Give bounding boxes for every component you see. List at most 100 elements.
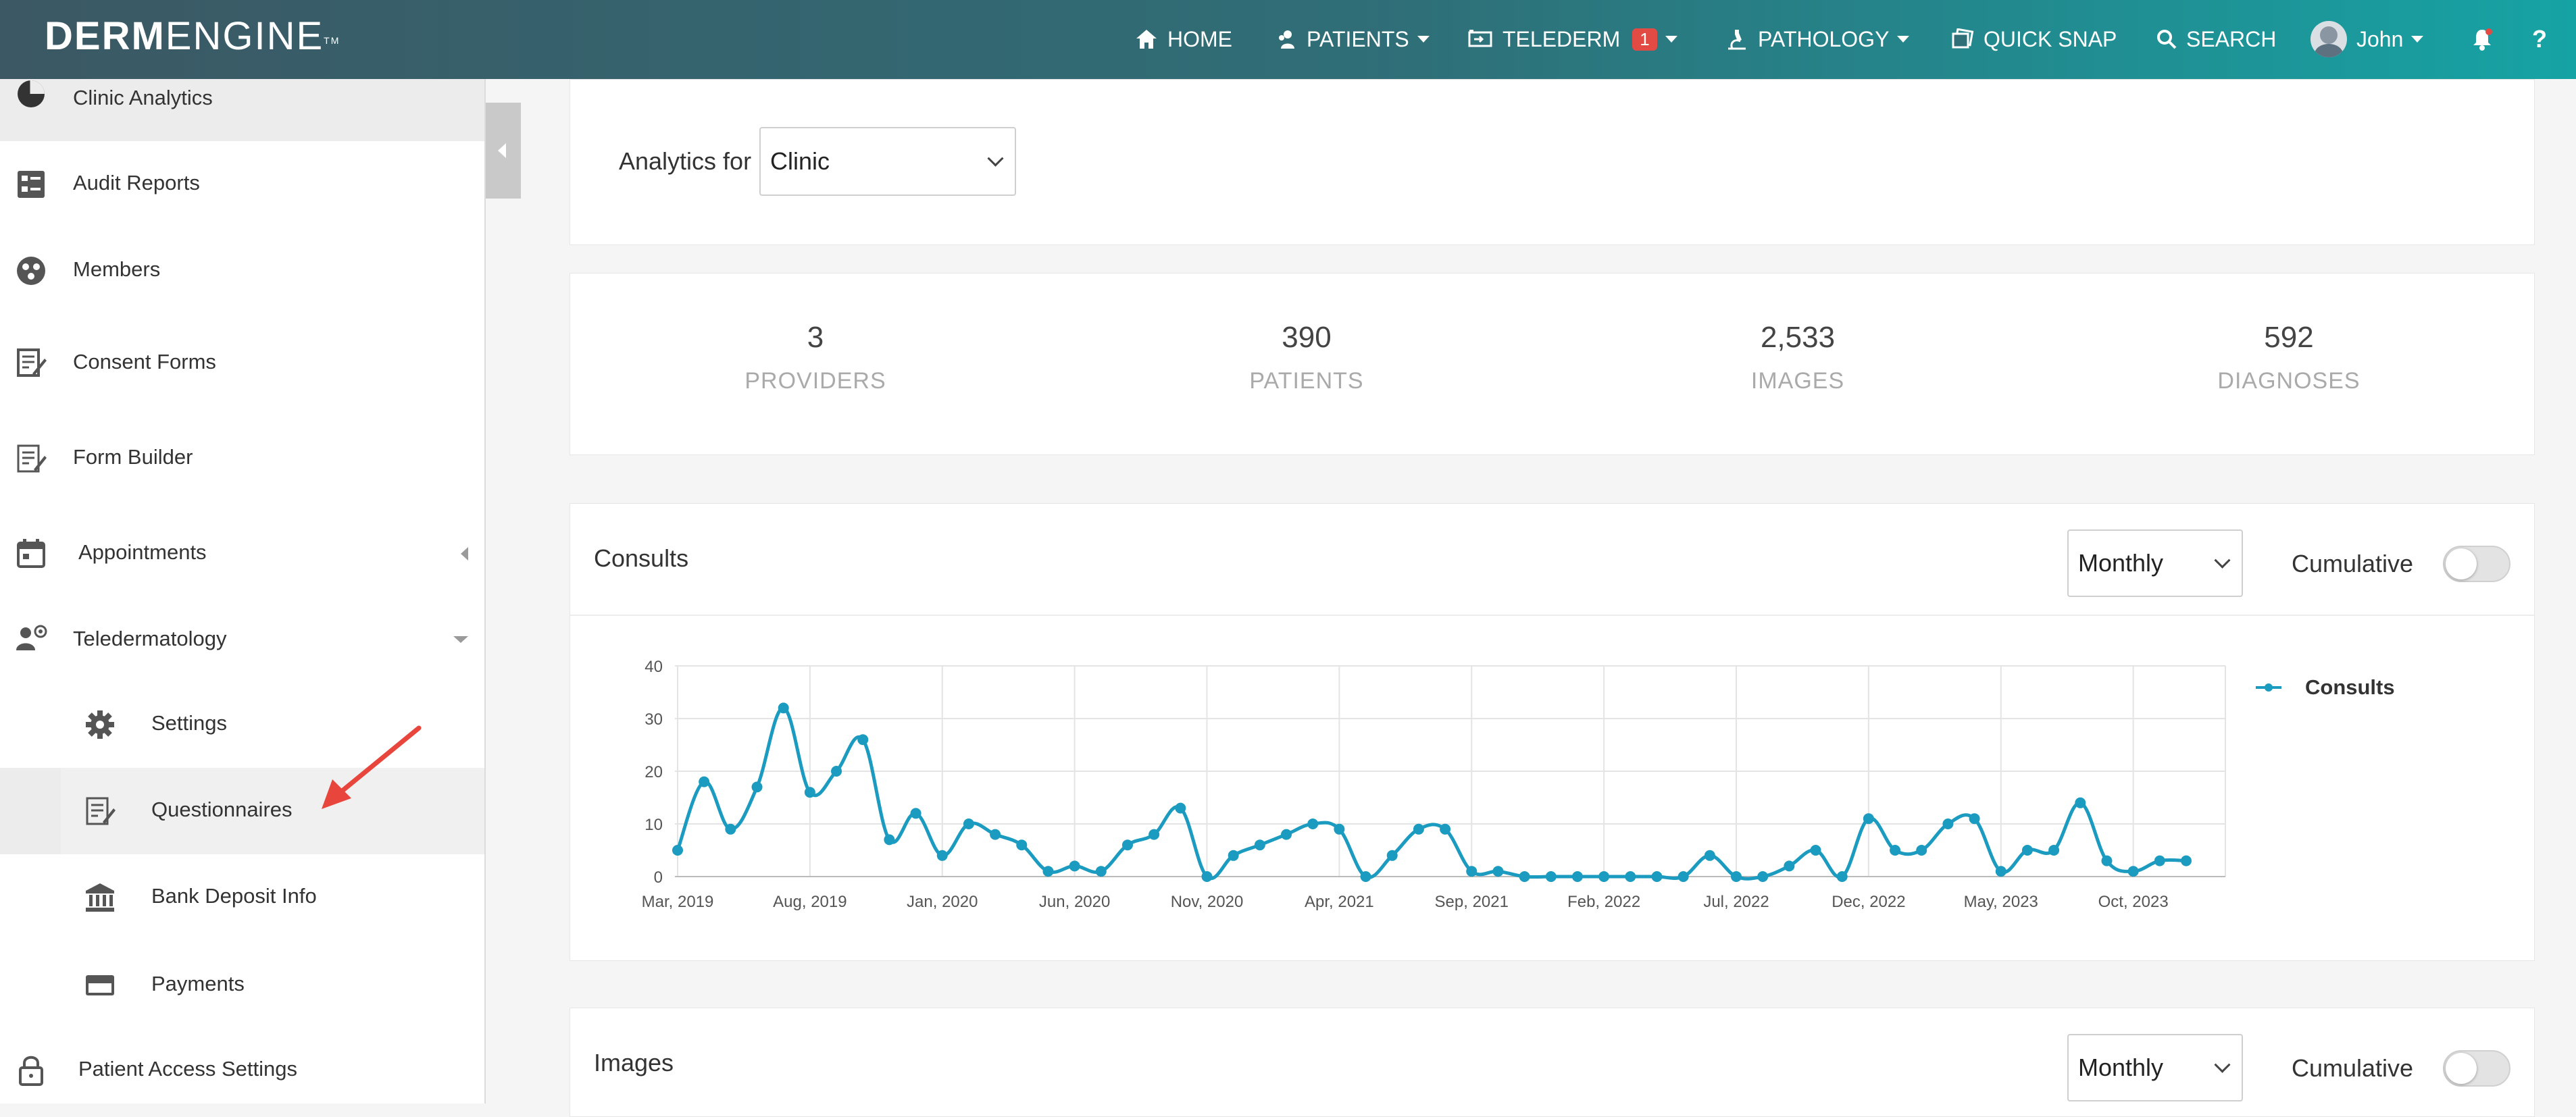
- data-point[interactable]: [1360, 871, 1371, 882]
- sidebar-item-clinic-analytics[interactable]: Clinic Analytics: [0, 79, 484, 141]
- data-point[interactable]: [1995, 866, 2006, 877]
- sidebar-collapse-toggle[interactable]: [486, 103, 521, 199]
- data-point[interactable]: [831, 766, 842, 777]
- nav-quick-snap[interactable]: QUICK SNAP: [1951, 20, 2117, 58]
- data-point[interactable]: [1254, 839, 1265, 851]
- data-point[interactable]: [1519, 871, 1530, 882]
- calendar-icon: [17, 539, 45, 568]
- data-point[interactable]: [1545, 871, 1557, 882]
- y-tick-label: 20: [645, 763, 663, 781]
- user-menu[interactable]: John: [2310, 20, 2424, 58]
- consults-cumulative-toggle[interactable]: [2443, 546, 2510, 582]
- data-point[interactable]: [751, 781, 763, 793]
- sidebar-item-form-builder[interactable]: Form Builder: [0, 410, 484, 506]
- data-point[interactable]: [990, 829, 1001, 840]
- top-navbar: DERMENGINETM HOME PATIENTS TELEDERM 1 PA…: [0, 0, 2576, 79]
- data-point[interactable]: [1175, 802, 1186, 814]
- data-point[interactable]: [2101, 855, 2113, 866]
- data-point[interactable]: [884, 834, 895, 846]
- data-point[interactable]: [1890, 845, 1901, 856]
- data-point[interactable]: [2048, 845, 2060, 856]
- data-point[interactable]: [1969, 813, 1980, 825]
- data-point[interactable]: [1016, 839, 1028, 851]
- sidebar-item-patient-access-settings[interactable]: Patient Access Settings: [0, 1029, 484, 1103]
- analytics-scope-select[interactable]: Clinic: [759, 127, 1016, 196]
- nav-pathology-label: PATHOLOGY: [1758, 26, 1890, 51]
- data-point[interactable]: [804, 787, 815, 798]
- data-point[interactable]: [1069, 860, 1080, 872]
- data-point[interactable]: [1942, 819, 1954, 829]
- data-point[interactable]: [699, 776, 710, 787]
- stat-label: PATIENTS: [1249, 368, 1364, 394]
- sidebar-item-teledermatology[interactable]: Teledermatology: [0, 602, 484, 681]
- stat-label: PROVIDERS: [744, 368, 886, 394]
- data-point[interactable]: [2127, 866, 2139, 877]
- sidebar-item-settings[interactable]: Settings: [0, 681, 484, 768]
- sidebar-item-bank-deposit-info[interactable]: Bank Deposit Info: [0, 854, 484, 942]
- sidebar-item-audit-reports[interactable]: Audit Reports: [0, 141, 484, 228]
- sidebar-item-consent-forms[interactable]: Consent Forms: [0, 315, 484, 410]
- data-point[interactable]: [1731, 871, 1742, 882]
- nav-patients[interactable]: PATIENTS: [1276, 20, 1430, 58]
- nav-telederm[interactable]: TELEDERM 1: [1467, 20, 1677, 58]
- stat-diagnoses: 592 DIAGNOSES: [2154, 321, 2424, 394]
- data-point[interactable]: [857, 734, 869, 746]
- data-point[interactable]: [1863, 813, 1874, 825]
- data-point[interactable]: [1677, 871, 1689, 882]
- sidebar-item-questionnaires[interactable]: Questionnaires: [0, 768, 484, 854]
- sidebar-item-label: Questionnaires: [151, 798, 293, 821]
- data-point[interactable]: [1201, 871, 1213, 882]
- data-point[interactable]: [1757, 871, 1769, 882]
- data-point[interactable]: [1466, 866, 1478, 877]
- data-point[interactable]: [1836, 871, 1848, 882]
- data-point[interactable]: [778, 702, 789, 714]
- dermengine-logo[interactable]: DERMENGINETM: [45, 15, 340, 58]
- sidebar-item-appointments[interactable]: Appointments: [0, 506, 484, 602]
- data-point[interactable]: [1598, 871, 1610, 882]
- pie-chart-icon: [18, 80, 45, 107]
- data-point[interactable]: [1784, 860, 1795, 872]
- data-point[interactable]: [1121, 839, 1133, 851]
- data-point[interactable]: [1704, 850, 1715, 861]
- data-point[interactable]: [1413, 823, 1424, 835]
- data-point[interactable]: [1148, 829, 1160, 840]
- data-point[interactable]: [1492, 866, 1504, 877]
- data-point[interactable]: [1042, 866, 1054, 877]
- data-point[interactable]: [1571, 871, 1583, 882]
- data-point[interactable]: [1095, 866, 1107, 877]
- data-point[interactable]: [725, 823, 736, 835]
- data-point[interactable]: [1334, 823, 1345, 835]
- data-point[interactable]: [963, 819, 974, 829]
- data-point[interactable]: [2021, 845, 2033, 856]
- images-interval-select[interactable]: Monthly: [2067, 1034, 2243, 1101]
- data-point[interactable]: [672, 845, 683, 856]
- notifications-button[interactable]: [2470, 20, 2504, 58]
- stat-patients: 390 PATIENTS: [1171, 321, 1442, 394]
- data-point[interactable]: [936, 850, 948, 861]
- nav-search[interactable]: SEARCH: [2156, 20, 2276, 58]
- data-point[interactable]: [910, 808, 921, 819]
- data-point[interactable]: [1440, 823, 1451, 835]
- data-point[interactable]: [1386, 850, 1398, 861]
- consults-interval-select[interactable]: Monthly: [2067, 529, 2243, 597]
- teledermatology-icon: [16, 625, 47, 650]
- data-point[interactable]: [1916, 845, 1927, 856]
- x-tick-label: Apr, 2021: [1305, 893, 1374, 911]
- data-point[interactable]: [2181, 855, 2192, 866]
- data-point[interactable]: [1281, 829, 1292, 840]
- images-cumulative-toggle[interactable]: [2443, 1050, 2510, 1087]
- sidebar-item-payments[interactable]: Payments: [0, 942, 484, 1029]
- nav-home[interactable]: HOME: [1135, 20, 1232, 58]
- data-point[interactable]: [2154, 855, 2165, 866]
- help-button[interactable]: ?: [2531, 20, 2558, 58]
- data-point[interactable]: [1625, 871, 1636, 882]
- data-point[interactable]: [1810, 845, 1821, 856]
- sidebar-item-members[interactable]: Members: [0, 228, 484, 315]
- data-point[interactable]: [1228, 850, 1239, 861]
- data-point[interactable]: [2075, 797, 2086, 808]
- nav-pathology[interactable]: PATHOLOGY: [1725, 20, 1910, 58]
- data-point[interactable]: [1307, 819, 1319, 829]
- chart-legend[interactable]: Consults: [2256, 675, 2395, 699]
- x-tick-label: Feb, 2022: [1567, 893, 1640, 911]
- data-point[interactable]: [1651, 871, 1663, 882]
